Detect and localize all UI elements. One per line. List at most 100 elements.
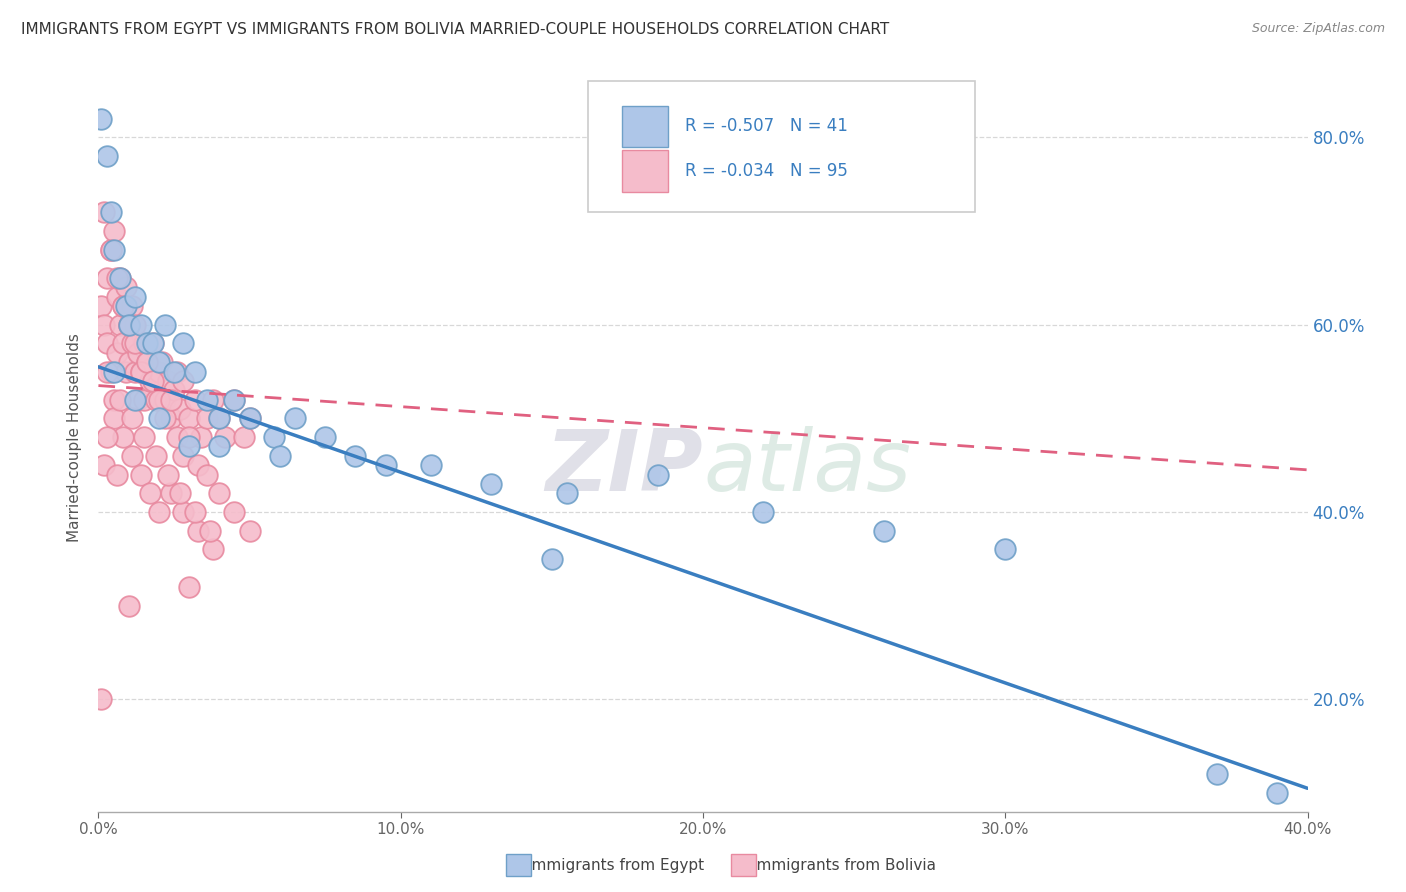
Point	[105, 271, 128, 285]
Point	[200, 524, 222, 538]
Point	[239, 411, 262, 425]
Point	[224, 392, 246, 407]
Point	[195, 392, 218, 407]
Point	[163, 364, 186, 378]
Point	[187, 458, 209, 473]
Point	[90, 299, 112, 313]
Point	[1206, 767, 1229, 781]
Point	[114, 280, 136, 294]
Point	[135, 355, 157, 369]
Point	[160, 411, 183, 425]
Point	[142, 374, 165, 388]
Point	[153, 318, 176, 332]
Point	[153, 411, 176, 425]
Point	[96, 271, 118, 285]
Point	[132, 336, 155, 351]
Point	[103, 243, 125, 257]
Point	[208, 411, 231, 425]
Point	[111, 299, 134, 313]
Point	[108, 318, 131, 332]
Point	[108, 271, 131, 285]
Point	[148, 505, 170, 519]
FancyBboxPatch shape	[588, 81, 976, 212]
Point	[172, 505, 194, 519]
Point	[96, 149, 118, 163]
Point	[179, 580, 201, 594]
Point	[103, 224, 125, 238]
Point	[93, 458, 115, 473]
Point	[96, 430, 118, 444]
Point	[129, 318, 152, 332]
Point	[132, 392, 155, 407]
Point	[195, 467, 218, 482]
Point	[124, 318, 146, 332]
Point	[232, 430, 254, 444]
Point	[420, 458, 443, 473]
Point	[239, 411, 262, 425]
Point	[124, 336, 146, 351]
FancyBboxPatch shape	[621, 151, 668, 192]
Point	[103, 364, 125, 378]
Point	[129, 364, 152, 378]
Point	[93, 205, 115, 219]
Point	[208, 440, 231, 453]
Point	[169, 486, 191, 500]
Point	[224, 392, 246, 407]
Point	[263, 430, 285, 444]
Point	[114, 364, 136, 378]
Point	[314, 430, 336, 444]
Point	[148, 364, 170, 378]
Point	[239, 524, 262, 538]
Point	[93, 318, 115, 332]
Point	[555, 486, 578, 500]
Point	[994, 542, 1017, 557]
Point	[179, 430, 201, 444]
Point	[873, 524, 896, 538]
Point	[187, 524, 209, 538]
Point	[135, 336, 157, 351]
Point	[284, 411, 307, 425]
Point	[150, 355, 173, 369]
Point	[184, 505, 207, 519]
Point	[172, 449, 194, 463]
Point	[169, 401, 191, 416]
Point	[129, 364, 152, 378]
Point	[118, 318, 141, 332]
Point	[540, 551, 562, 566]
Point	[172, 374, 194, 388]
Point	[100, 243, 122, 257]
Text: IMMIGRANTS FROM EGYPT VS IMMIGRANTS FROM BOLIVIA MARRIED-COUPLE HOUSEHOLDS CORRE: IMMIGRANTS FROM EGYPT VS IMMIGRANTS FROM…	[21, 22, 890, 37]
Point	[202, 392, 225, 407]
Point	[184, 364, 207, 378]
Point	[105, 345, 128, 359]
Point	[153, 392, 176, 407]
Point	[139, 486, 162, 500]
Text: R = -0.034   N = 95: R = -0.034 N = 95	[685, 162, 848, 180]
Point	[96, 364, 118, 378]
Point	[160, 392, 183, 407]
Point	[103, 411, 125, 425]
Point	[124, 364, 146, 378]
Point	[90, 692, 112, 706]
Point	[118, 318, 141, 332]
Point	[179, 440, 201, 453]
Point	[481, 476, 503, 491]
Point	[103, 392, 125, 407]
Text: Immigrants from Bolivia: Immigrants from Bolivia	[752, 858, 936, 872]
Point	[114, 299, 136, 313]
Point	[124, 392, 146, 407]
Point	[156, 467, 179, 482]
Point	[160, 486, 183, 500]
Point	[1267, 786, 1289, 800]
Point	[111, 430, 134, 444]
Point	[195, 411, 218, 425]
Point	[118, 318, 141, 332]
Point	[344, 449, 367, 463]
Point	[105, 289, 128, 303]
Point	[118, 599, 141, 613]
Point	[172, 336, 194, 351]
Point	[118, 355, 141, 369]
Point	[269, 449, 291, 463]
Point	[90, 112, 112, 126]
FancyBboxPatch shape	[621, 105, 668, 147]
